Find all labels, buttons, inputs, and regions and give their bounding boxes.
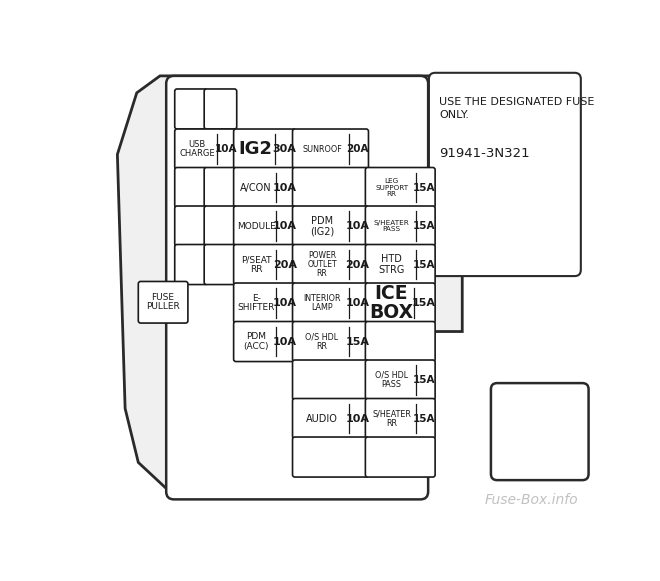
Text: 15A: 15A: [413, 182, 436, 192]
Text: 10A: 10A: [273, 298, 297, 308]
Text: LEG
SUPPORT
RR: LEG SUPPORT RR: [375, 178, 409, 197]
FancyBboxPatch shape: [204, 206, 237, 246]
Text: 15A: 15A: [411, 298, 436, 308]
Polygon shape: [433, 76, 579, 274]
Text: 15A: 15A: [413, 221, 436, 231]
Text: S/HEATER
RR: S/HEATER RR: [372, 410, 411, 428]
FancyBboxPatch shape: [292, 129, 368, 169]
Text: 10A: 10A: [214, 144, 237, 154]
FancyBboxPatch shape: [366, 167, 435, 207]
FancyBboxPatch shape: [175, 206, 207, 246]
FancyBboxPatch shape: [491, 383, 589, 480]
FancyBboxPatch shape: [204, 245, 237, 285]
FancyBboxPatch shape: [204, 167, 237, 207]
Text: AUDIO: AUDIO: [306, 414, 338, 424]
Text: IG2: IG2: [238, 140, 273, 158]
FancyBboxPatch shape: [234, 206, 296, 246]
FancyBboxPatch shape: [175, 129, 237, 169]
Text: SUNROOF: SUNROOF: [302, 145, 342, 153]
FancyBboxPatch shape: [234, 167, 296, 207]
Text: 10A: 10A: [273, 182, 297, 192]
Text: 10A: 10A: [273, 221, 297, 231]
Text: 15A: 15A: [413, 414, 436, 424]
FancyBboxPatch shape: [292, 321, 368, 361]
Text: 15A: 15A: [346, 336, 370, 346]
Text: HTD
STRG: HTD STRG: [379, 254, 405, 275]
FancyBboxPatch shape: [366, 245, 435, 285]
Text: O/S HDL
RR: O/S HDL RR: [306, 332, 339, 351]
FancyBboxPatch shape: [234, 283, 296, 323]
FancyBboxPatch shape: [366, 360, 435, 400]
Text: 20A: 20A: [273, 260, 297, 270]
FancyBboxPatch shape: [139, 281, 188, 323]
Text: MODULE: MODULE: [237, 221, 275, 231]
Text: 20A: 20A: [346, 260, 370, 270]
FancyBboxPatch shape: [234, 245, 296, 285]
Text: 10A: 10A: [273, 336, 297, 346]
FancyBboxPatch shape: [292, 206, 368, 246]
Text: 20A: 20A: [346, 144, 369, 154]
FancyBboxPatch shape: [234, 321, 296, 361]
FancyBboxPatch shape: [366, 206, 435, 246]
Text: 91941-3N321: 91941-3N321: [439, 147, 529, 160]
FancyBboxPatch shape: [292, 399, 368, 439]
FancyBboxPatch shape: [429, 73, 581, 276]
FancyBboxPatch shape: [175, 167, 207, 207]
Text: O/S HDL
PASS: O/S HDL PASS: [375, 371, 409, 389]
Text: PDM
(ACC): PDM (ACC): [244, 332, 269, 351]
FancyBboxPatch shape: [166, 76, 428, 500]
FancyBboxPatch shape: [292, 245, 368, 285]
FancyBboxPatch shape: [366, 437, 435, 477]
Text: Fuse-Box.info: Fuse-Box.info: [485, 493, 579, 507]
Text: USE THE DESIGNATED FUSE
ONLY.: USE THE DESIGNATED FUSE ONLY.: [439, 96, 595, 120]
FancyBboxPatch shape: [292, 283, 368, 323]
Polygon shape: [117, 76, 462, 497]
FancyBboxPatch shape: [292, 437, 368, 477]
Text: PDM
(IG2): PDM (IG2): [310, 216, 334, 236]
FancyBboxPatch shape: [366, 283, 435, 323]
FancyBboxPatch shape: [292, 360, 368, 400]
FancyBboxPatch shape: [366, 399, 435, 439]
Text: A/CON: A/CON: [240, 182, 272, 192]
Text: 10A: 10A: [346, 414, 370, 424]
Text: ICE
BOX: ICE BOX: [369, 284, 413, 322]
Text: P/SEAT
RR: P/SEAT RR: [241, 256, 271, 274]
Text: 15A: 15A: [413, 260, 436, 270]
Text: USB
CHARGE: USB CHARGE: [180, 140, 215, 158]
Text: 30A: 30A: [272, 144, 296, 154]
FancyBboxPatch shape: [366, 321, 435, 361]
Text: POWER
OUTLET
RR: POWER OUTLET RR: [307, 250, 337, 278]
FancyBboxPatch shape: [292, 167, 368, 207]
FancyBboxPatch shape: [175, 245, 207, 285]
FancyBboxPatch shape: [204, 89, 237, 129]
Text: INTERIOR
LAMP: INTERIOR LAMP: [303, 294, 341, 312]
FancyBboxPatch shape: [175, 89, 207, 129]
FancyBboxPatch shape: [234, 129, 296, 169]
Text: E-
SHIFTER: E- SHIFTER: [238, 294, 275, 312]
Text: 15A: 15A: [413, 375, 436, 385]
Text: S/HEATER
PASS: S/HEATER PASS: [374, 220, 410, 232]
Text: 10A: 10A: [346, 221, 370, 231]
Text: FUSE
PULLER: FUSE PULLER: [147, 293, 180, 311]
Text: 10A: 10A: [346, 298, 370, 308]
